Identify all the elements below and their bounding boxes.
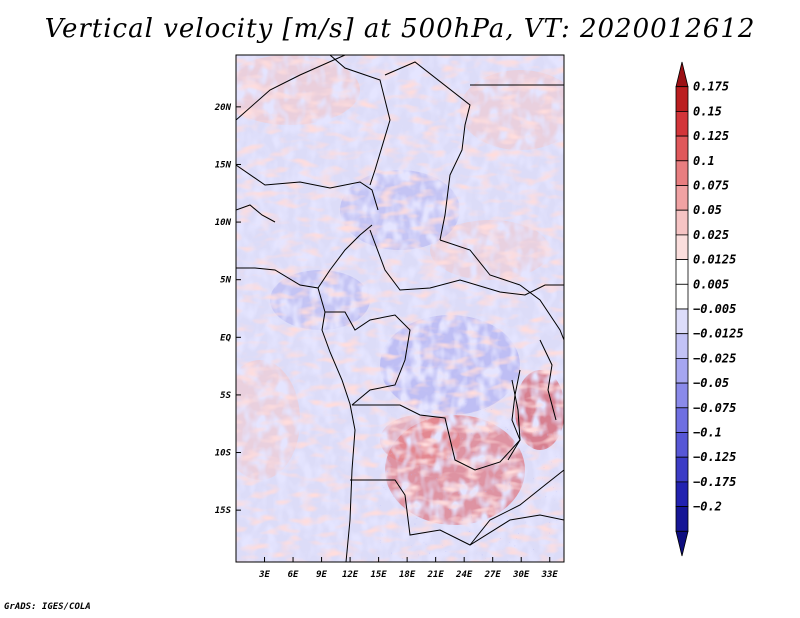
colorbar-label: −0.005 xyxy=(693,302,736,316)
colorbar-label: 0.1 xyxy=(693,154,715,168)
x-tick-label: 15E xyxy=(370,570,387,580)
x-tick-label: 3E xyxy=(258,570,270,580)
border-north-3 xyxy=(329,55,391,186)
y-tick-label: 20N xyxy=(214,103,232,113)
colorbar-swatch xyxy=(675,209,689,236)
y-tick-label: 5N xyxy=(220,276,231,286)
colorbar-swatch xyxy=(675,333,689,359)
colorbar-label: −0.1 xyxy=(693,426,722,440)
footer-credit: GrADS: IGES/COLA xyxy=(4,602,91,612)
coastline-west-africa xyxy=(236,267,356,562)
colorbar-label: 0.005 xyxy=(693,277,729,291)
border-ethiopia xyxy=(519,284,564,341)
colorbar-swatch xyxy=(675,432,689,458)
chart-title: Vertical velocity [m/s] at 500hPa, VT: 2… xyxy=(44,14,756,44)
x-tick-label: 18E xyxy=(399,570,416,580)
border-gabon xyxy=(325,311,411,406)
x-tick-label: 30E xyxy=(512,570,530,580)
colorbar-swatch xyxy=(675,86,689,112)
x-tick-label: 12E xyxy=(342,570,359,580)
colorbar-swatch xyxy=(675,407,689,433)
colorbar-label: 0.125 xyxy=(693,129,729,143)
border-central xyxy=(369,229,564,296)
political-boundaries xyxy=(236,55,564,562)
x-tick-label: 6E xyxy=(288,570,299,580)
colorbar-label: 0.0125 xyxy=(693,253,736,267)
colorbar-label: −0.05 xyxy=(693,376,729,390)
colorbar-label: −0.2 xyxy=(693,500,722,514)
colorbar-swatch xyxy=(675,506,689,532)
colorbar-label: −0.125 xyxy=(693,450,736,464)
colorbar-swatch xyxy=(675,160,689,186)
y-tick-label: EQ xyxy=(220,333,231,343)
x-tick-label: 33E xyxy=(541,570,559,580)
y-tick-label: 5S xyxy=(220,391,231,401)
colorbar-swatch xyxy=(675,481,689,507)
shaded-field xyxy=(236,55,564,562)
border-angola xyxy=(350,479,564,546)
colorbar-label: 0.075 xyxy=(693,179,729,193)
y-tick-label: 15S xyxy=(215,506,232,516)
colorbar-swatch xyxy=(675,259,689,285)
y-tick-label: 10S xyxy=(215,449,232,459)
y-axis: 20N 15N 10N 5N EQ 5S 10S 15S xyxy=(214,103,241,516)
border-drc-south xyxy=(352,369,521,471)
great-lakes-2 xyxy=(539,339,557,421)
colorbar-swatch xyxy=(675,530,689,557)
x-tick-label: 27E xyxy=(484,570,502,580)
colorbar-label: −0.175 xyxy=(693,475,736,489)
border-west-inland xyxy=(236,204,276,223)
x-tick-label: 24E xyxy=(455,570,473,580)
colorbar-swatch xyxy=(675,61,689,88)
colorbar-swatch xyxy=(675,135,689,162)
colorbar: 0.175 0.15 0.125 0.1 0.075 0.05 0.025 0.0125 0.0… xyxy=(675,61,744,557)
border-sahel xyxy=(236,164,379,211)
colorbar-swatch xyxy=(675,456,689,483)
border-chad-sudan xyxy=(439,239,521,286)
colorbar-label: 0.175 xyxy=(693,80,729,94)
colorbar-swatch xyxy=(675,185,689,211)
border-north-1 xyxy=(236,55,346,121)
colorbar-label: −0.025 xyxy=(693,351,736,365)
x-axis: 3E 6E 9E 12E 15E 18E 21E 24E 27E 30E 33E xyxy=(258,557,558,580)
colorbar-label: 0.025 xyxy=(693,228,729,242)
great-lakes-1 xyxy=(507,379,521,461)
colorbar-swatch xyxy=(675,357,689,384)
colorbar-swatch xyxy=(675,283,689,310)
y-tick-label: 15N xyxy=(215,160,232,170)
y-tick-label: 10N xyxy=(215,218,232,228)
border-cameroon xyxy=(317,224,373,289)
colorbar-label: 0.05 xyxy=(693,203,722,217)
colorbar-swatch xyxy=(675,382,689,409)
x-tick-label: 21E xyxy=(427,570,445,580)
map-frame xyxy=(235,54,565,563)
colorbar-label: 0.15 xyxy=(693,104,722,118)
colorbar-label: −0.0125 xyxy=(693,327,744,341)
colorbar-label: −0.075 xyxy=(693,401,736,415)
colorbar-swatch xyxy=(675,111,689,137)
border-north-2 xyxy=(384,61,471,241)
colorbar-swatch xyxy=(675,234,689,260)
colorbar-swatch xyxy=(675,308,689,335)
x-tick-label: 9E xyxy=(316,570,327,580)
border-zambia xyxy=(469,469,564,546)
